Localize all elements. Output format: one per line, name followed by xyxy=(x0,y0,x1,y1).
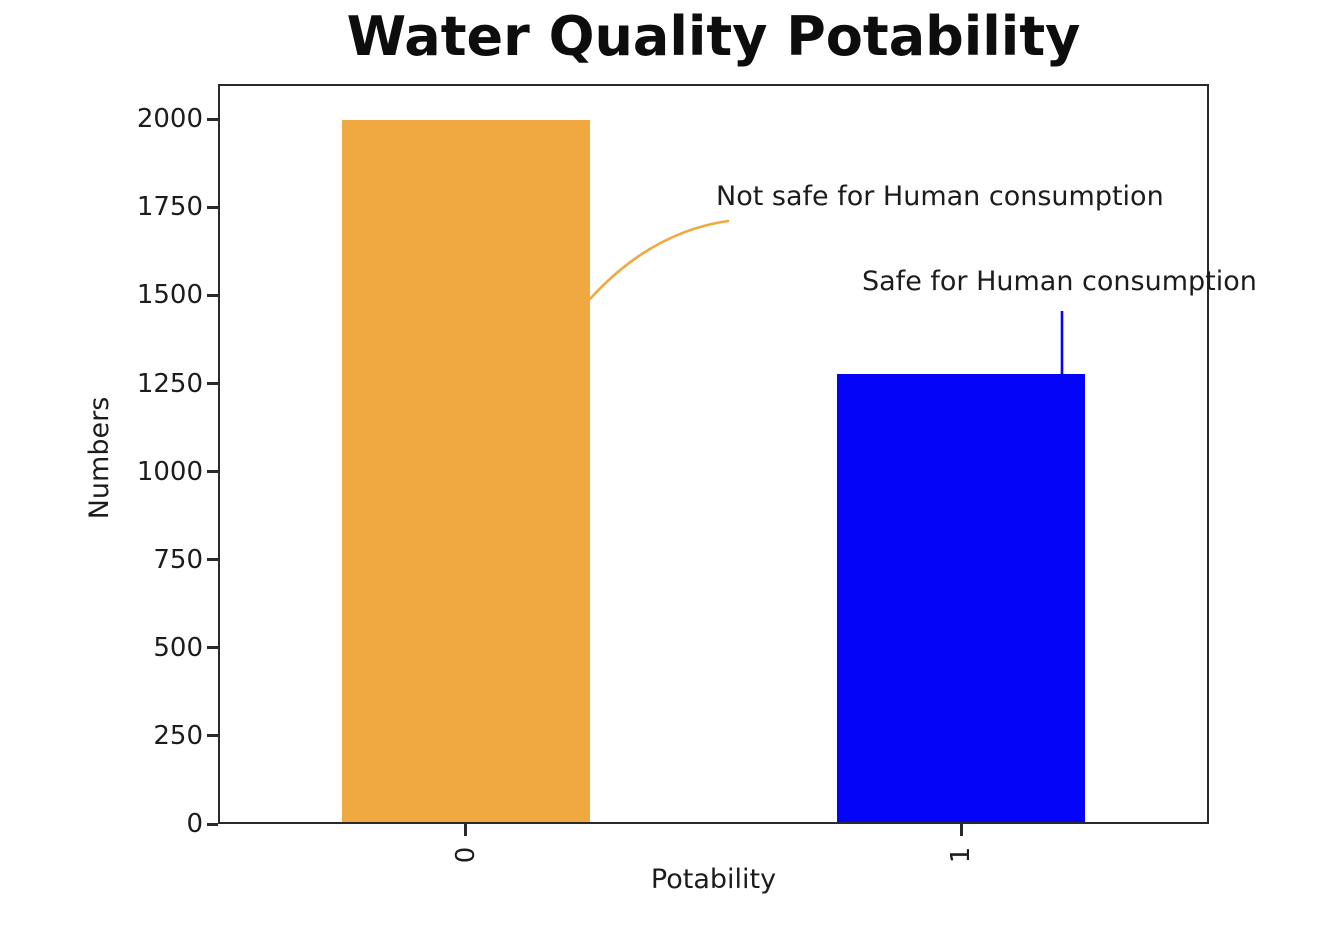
y-tick-label: 1250 xyxy=(136,368,203,399)
y-tick-label: 750 xyxy=(153,544,203,575)
y-tick-label: 1500 xyxy=(136,280,203,311)
y-tick-label: 0 xyxy=(186,809,203,839)
y-axis-label: Numbers xyxy=(84,396,115,520)
x-tick-label: 1 xyxy=(946,846,977,864)
y-tick-label: 250 xyxy=(153,720,203,751)
bar-potability-1 xyxy=(837,373,1086,824)
annotation-not-safe: Not safe for Human consumption xyxy=(716,181,1164,212)
x-tick-label: 0 xyxy=(450,846,481,864)
y-tick-mark xyxy=(207,558,218,562)
x-axis-label: Potability xyxy=(650,864,777,895)
x-tick-mark xyxy=(464,824,468,836)
annotation-safe: Safe for Human consumption xyxy=(862,266,1257,297)
chart-title: Water Quality Potability xyxy=(346,5,1081,68)
y-tick-mark xyxy=(207,470,218,474)
y-tick-mark xyxy=(207,293,218,297)
y-tick-mark xyxy=(207,205,218,209)
y-tick-label: 500 xyxy=(153,632,203,663)
y-tick-mark xyxy=(207,382,218,386)
x-tick-mark xyxy=(959,824,963,836)
y-tick-mark xyxy=(207,734,218,738)
y-tick-label: 1750 xyxy=(136,192,203,223)
y-tick-mark xyxy=(207,117,218,121)
y-tick-mark xyxy=(207,822,218,826)
bar-potability-0 xyxy=(341,119,590,824)
y-tick-label: 2000 xyxy=(136,104,203,135)
plot-area xyxy=(218,84,1209,824)
y-tick-mark xyxy=(207,646,218,650)
y-tick-label: 1000 xyxy=(136,456,203,487)
